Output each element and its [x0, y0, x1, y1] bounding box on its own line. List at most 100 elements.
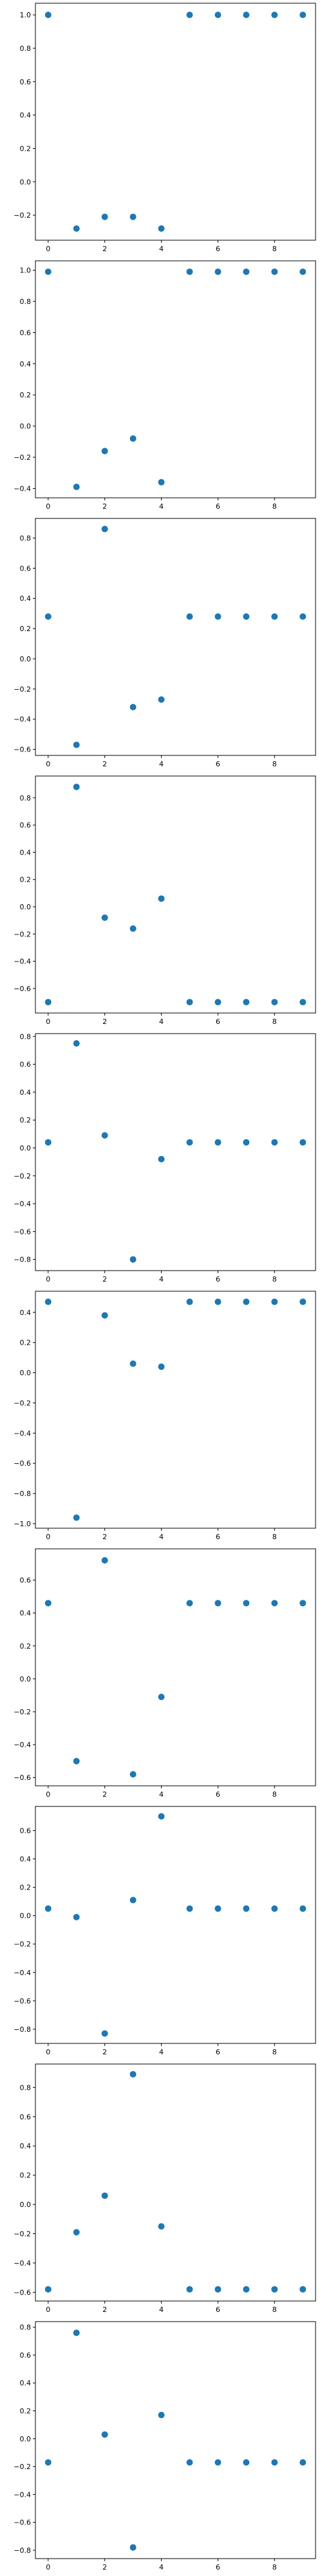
y-tick-label: −0.2 [14, 1708, 31, 1716]
data-point [214, 999, 222, 1006]
data-point [186, 1139, 193, 1146]
x-tick-label: 2 [102, 2563, 107, 2571]
x-tick-label: 6 [216, 1790, 220, 1799]
data-point [299, 613, 307, 620]
y-tick-label: 0.4 [20, 1309, 32, 1317]
data-point [243, 2286, 250, 2293]
y-tick-label: 0.4 [20, 848, 32, 857]
data-point [101, 526, 108, 533]
data-point [44, 12, 52, 19]
data-point [186, 999, 193, 1006]
axes-frame [35, 775, 316, 1014]
y-tick-label: 0.2 [20, 2172, 32, 2180]
x-tick-label: 8 [272, 502, 277, 511]
data-point [243, 613, 250, 620]
x-tick-label: 4 [159, 2306, 164, 2314]
data-point [271, 12, 278, 19]
y-tick-label: −0.6 [14, 746, 31, 754]
x-tick-label: 8 [272, 2306, 277, 2314]
data-point [214, 1905, 222, 1912]
data-point [299, 2459, 307, 2466]
y-tick-label: 0.2 [20, 1116, 32, 1124]
y-tick-label: −0.8 [14, 1256, 31, 1264]
data-point [158, 1813, 165, 1820]
y-tick-label: 0.0 [20, 2201, 32, 2209]
data-point [271, 1139, 278, 1146]
data-point [186, 1905, 193, 1912]
data-point [271, 1600, 278, 1607]
y-tick-label: −0.6 [14, 1997, 31, 2005]
y-tick-label: 0.4 [20, 2379, 32, 2387]
data-point [186, 12, 193, 19]
y-tick-label: −0.8 [14, 1490, 31, 1498]
x-tick-label: 2 [102, 2048, 107, 2056]
y-tick-label: 0.4 [20, 111, 32, 120]
x-tick-label: 8 [272, 1018, 277, 1026]
y-tick-label: −0.6 [14, 1227, 31, 1236]
data-point [129, 1256, 137, 1263]
x-tick-label: 0 [46, 245, 50, 253]
data-point [299, 268, 307, 275]
y-tick-label: 1.0 [20, 11, 32, 19]
y-tick-label: −0.4 [14, 1741, 31, 1749]
data-point [129, 213, 137, 220]
subplot-8: −0.8 −0.6 −0.4 −0.2 0.0 0.2 0.4 0.6 0 2 4 6 8 [14, 1806, 316, 2056]
data-point [73, 1913, 80, 1920]
data-point [158, 895, 165, 902]
y-tick-label: −0.8 [14, 2546, 31, 2555]
data-point [73, 783, 80, 790]
data-point [214, 1298, 222, 1305]
x-tick-label: 8 [272, 2048, 277, 2056]
axes-frame [35, 2063, 316, 2302]
data-point [186, 268, 193, 275]
y-tick-label: −0.2 [14, 1399, 31, 1407]
x-tick-label: 2 [102, 760, 107, 768]
data-point [243, 1600, 250, 1607]
y-tick-label: −0.2 [14, 1940, 31, 1949]
x-tick-label: 8 [272, 2563, 277, 2571]
data-point [129, 1771, 137, 1778]
x-tick-label: 6 [216, 760, 220, 768]
data-point [101, 448, 108, 455]
y-tick-label: 0.8 [20, 298, 32, 306]
data-point [186, 2459, 193, 2466]
x-tick-label: 2 [102, 1790, 107, 1799]
axes-frame [35, 2321, 316, 2559]
data-point [214, 1139, 222, 1146]
data-point [214, 2459, 222, 2466]
data-point [101, 2192, 108, 2199]
subplot-7: −0.6 −0.4 −0.2 0.0 0.2 0.4 0.6 0 2 4 6 8 [14, 1548, 316, 1799]
x-tick-label: 0 [46, 1533, 50, 1541]
y-tick-label: 0.2 [20, 1339, 32, 1347]
y-tick-label: 0.0 [20, 655, 32, 663]
data-point [299, 1298, 307, 1305]
y-tick-label: −0.6 [14, 2288, 31, 2297]
axes-frame [35, 1806, 316, 2044]
data-point [158, 478, 165, 486]
data-point [158, 2412, 165, 2419]
data-point [44, 1298, 52, 1305]
data-point [299, 12, 307, 19]
data-point [101, 1557, 108, 1564]
axes-frame [35, 1033, 316, 1271]
subplot-2: −0.4 −0.2 0.0 0.2 0.4 0.6 0.8 1.0 0 2 4 6 8 [14, 260, 316, 511]
data-point [271, 1298, 278, 1305]
data-point [129, 1360, 137, 1367]
x-tick-label: 2 [102, 245, 107, 253]
y-tick-label: 0.4 [20, 1609, 32, 1618]
data-point [129, 2070, 137, 2078]
data-point [243, 2459, 250, 2466]
y-tick-label: 0.2 [20, 625, 32, 633]
data-point [214, 12, 222, 19]
y-tick-label: 0.0 [20, 903, 32, 911]
y-tick-label: 0.0 [20, 1675, 32, 1683]
subplot-6: −1.0 −0.8 −0.6 −0.4 −0.2 0.0 0.2 0.4 0 2 4 6 8 [14, 1291, 316, 1541]
data-point [299, 1905, 307, 1912]
y-tick-label: −0.2 [14, 930, 31, 938]
data-point [271, 268, 278, 275]
data-point [243, 1298, 250, 1305]
data-point [129, 2544, 137, 2551]
y-tick-label: −0.8 [14, 2025, 31, 2034]
x-tick-label: 6 [216, 2306, 220, 2314]
data-point [299, 1139, 307, 1146]
